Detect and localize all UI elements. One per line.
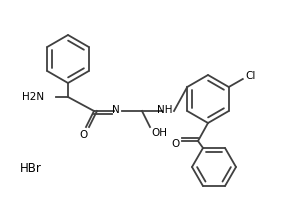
Text: OH: OH: [151, 128, 167, 138]
Text: H2N: H2N: [22, 92, 44, 102]
Text: N: N: [112, 105, 120, 115]
Text: Cl: Cl: [246, 71, 256, 81]
Text: O: O: [80, 130, 88, 140]
Text: HBr: HBr: [20, 163, 42, 175]
Text: O: O: [172, 139, 180, 149]
Text: NH: NH: [157, 105, 173, 115]
